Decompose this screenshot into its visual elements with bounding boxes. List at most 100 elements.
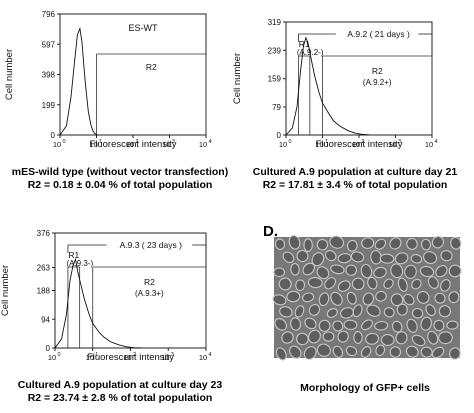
gate-sublabel: (A.9.3-) bbox=[66, 259, 93, 268]
cell-shape bbox=[450, 236, 462, 250]
cell-shape bbox=[326, 308, 338, 318]
cell-shape bbox=[278, 277, 292, 291]
x-tick-exponent: 1 bbox=[95, 352, 98, 358]
y-axis-label: Cell number bbox=[4, 49, 15, 100]
cell-shape bbox=[446, 320, 459, 330]
cell-shape bbox=[351, 277, 365, 291]
cell-shape bbox=[272, 294, 287, 306]
caption-day21: Cultured A.9 population at culture day 2… bbox=[240, 166, 470, 192]
cell-shape bbox=[374, 321, 389, 331]
cell-shape bbox=[274, 238, 286, 250]
x-tick-base: 10 bbox=[48, 353, 56, 362]
cell-shape bbox=[350, 251, 365, 263]
cell-shape bbox=[375, 290, 387, 302]
y-tick-label: 239 bbox=[268, 46, 282, 55]
x-tick-label: 10 3 bbox=[388, 139, 401, 149]
micrograph-caption: Morphology of GFP+ cells bbox=[300, 382, 430, 394]
cell-shape bbox=[290, 262, 300, 276]
cell-shape bbox=[440, 279, 451, 292]
x-tick-exponent: 4 bbox=[208, 139, 211, 145]
cell-shape bbox=[303, 238, 313, 252]
gate-label: R2 bbox=[372, 66, 383, 76]
cell-shape bbox=[431, 346, 445, 359]
cell-shape bbox=[411, 278, 422, 290]
cell-shape bbox=[448, 264, 462, 278]
x-tick-base: 10 bbox=[123, 353, 131, 362]
cell-shape bbox=[307, 277, 323, 289]
cell-shape bbox=[311, 252, 325, 267]
cell-shape bbox=[427, 276, 439, 289]
cell-shape bbox=[404, 264, 417, 279]
cell-shape bbox=[353, 331, 363, 344]
cell-shape bbox=[360, 346, 372, 358]
x-tick-exponent: 0 bbox=[57, 352, 60, 358]
gate-r2: R2 bbox=[96, 53, 207, 135]
y-tick-label: 0 bbox=[277, 131, 282, 140]
y-tick-label: 263 bbox=[37, 264, 51, 273]
x-tick-label: 10 4 bbox=[425, 139, 438, 149]
cell-shape bbox=[352, 304, 363, 318]
cell-shape bbox=[396, 303, 408, 316]
gate-sublabel: (A.9.3+) bbox=[135, 289, 164, 298]
x-tick-label: 10 1 bbox=[86, 352, 99, 362]
y-tick-label: 319 bbox=[268, 18, 282, 27]
bracket-label: A.9.3 ( 23 days ) bbox=[120, 240, 183, 250]
cell-shape bbox=[380, 334, 395, 346]
cell-shape bbox=[318, 319, 331, 332]
caption-es-wt: mES-wild type (without vector transfecti… bbox=[5, 166, 235, 192]
y-tick-label: 0 bbox=[46, 344, 51, 353]
cell-shape bbox=[316, 266, 330, 280]
cell-shape bbox=[416, 290, 430, 304]
x-tick-base: 10 bbox=[53, 140, 61, 149]
x-tick-base: 10 bbox=[86, 353, 94, 362]
cell-shape bbox=[337, 330, 349, 343]
cell-shape bbox=[290, 317, 302, 331]
caption-line: R2 = 17.81 ± 3.4 % of total population bbox=[262, 179, 448, 191]
x-tick-label: 10 3 bbox=[162, 139, 175, 149]
cell-shape bbox=[286, 290, 301, 303]
cell-shape bbox=[332, 345, 344, 358]
cell-shape bbox=[345, 264, 357, 276]
x-tick-base: 10 bbox=[388, 140, 396, 149]
x-tick-base: 10 bbox=[126, 140, 134, 149]
cell-shape bbox=[332, 320, 344, 332]
x-tick-base: 10 bbox=[89, 140, 97, 149]
cell-shape bbox=[316, 238, 329, 251]
cell-shape bbox=[316, 343, 331, 357]
caption-line: mES-wild type (without vector transfecti… bbox=[11, 166, 229, 178]
cell-shape bbox=[273, 267, 286, 278]
cell-shape bbox=[302, 262, 315, 276]
cell-shape bbox=[403, 293, 415, 306]
cell-shape bbox=[330, 264, 345, 275]
cell-shape bbox=[395, 331, 408, 345]
cell-shape bbox=[410, 254, 423, 264]
x-tick-base: 10 bbox=[199, 140, 207, 149]
cell-shape bbox=[434, 292, 446, 304]
y-tick-label: 796 bbox=[42, 10, 56, 19]
cell-shape bbox=[390, 293, 404, 307]
population-bracket: A.9.2 ( 21 days ) bbox=[298, 29, 433, 42]
cell-shape bbox=[295, 279, 306, 292]
cell-shape bbox=[420, 316, 432, 331]
cell-shape bbox=[373, 266, 387, 279]
cell-shape bbox=[438, 331, 453, 345]
caption-line: Cultured A.9 population at culture day 2… bbox=[252, 166, 458, 178]
caption-day23: Cultured A.9 population at culture day 2… bbox=[5, 379, 235, 405]
cell-shape bbox=[329, 235, 345, 249]
cell-shape bbox=[289, 345, 302, 359]
gate-r1: R1(A.9.3-) bbox=[66, 250, 93, 348]
cell-shape bbox=[427, 330, 439, 345]
x-tick-base: 10 bbox=[199, 353, 207, 362]
micrograph-image bbox=[272, 235, 462, 361]
cell-shape bbox=[288, 235, 301, 250]
cell-shape bbox=[389, 346, 402, 358]
cell-shape bbox=[346, 239, 358, 252]
cell-shape bbox=[406, 318, 418, 333]
caption-line: R2 = 0.18 ± 0.04 % of total population bbox=[27, 179, 213, 191]
gate-r2: R2 (A.9.3+) bbox=[92, 266, 207, 348]
y-tick-label: 79 bbox=[272, 103, 281, 112]
cell-shape bbox=[365, 332, 380, 345]
x-tick-label: 10 2 bbox=[126, 139, 139, 149]
y-tick-label: 199 bbox=[42, 101, 56, 110]
